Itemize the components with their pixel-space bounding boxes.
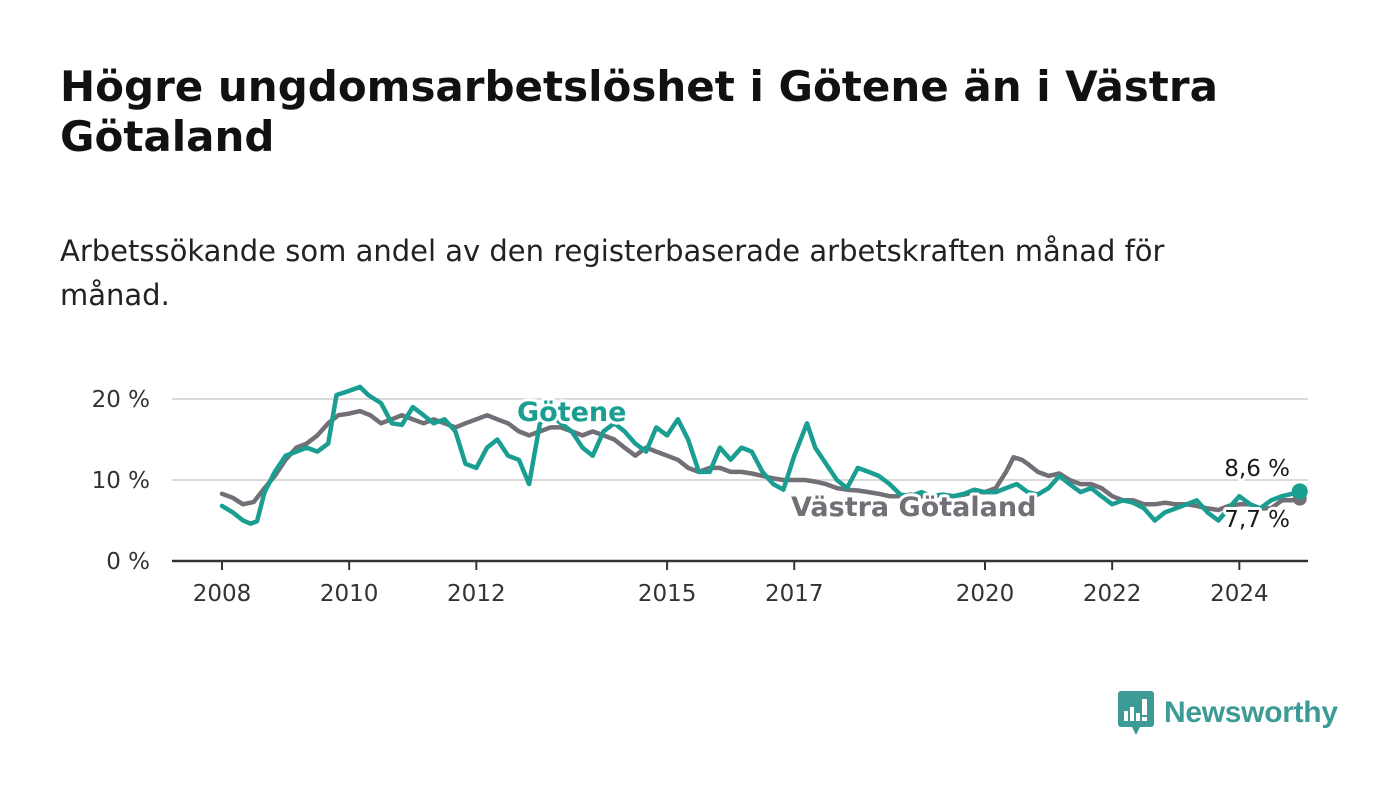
- x-tick-label: 2015: [638, 581, 697, 607]
- x-tick-label: 2022: [1083, 581, 1142, 607]
- y-tick-label: 10 %: [92, 468, 150, 494]
- x-tick-label: 2024: [1210, 581, 1269, 607]
- x-axis: 2008 2010 2012 2015 2017 2020 2022 2024: [172, 559, 1308, 607]
- vastra-gotaland-end-label: 7,7 %: [1224, 507, 1290, 533]
- x-tick-label: 2012: [447, 581, 506, 607]
- vastra-gotaland-series-label: Västra Götaland: [791, 492, 1036, 523]
- gridlines: [172, 398, 1308, 481]
- x-tick-label: 2008: [193, 581, 252, 607]
- gotene-line: [219, 384, 1302, 526]
- series-labels: Götene Västra Götaland 8,6 % 7,7 %: [514, 394, 1293, 536]
- y-tick-label: 0 %: [106, 549, 150, 575]
- y-tick-label: 20 %: [92, 387, 150, 413]
- brand-name: Newsworthy: [1164, 696, 1338, 729]
- gotene-end-label: 8,6 %: [1224, 456, 1290, 482]
- chart-subtitle: Arbetssökande som andel av den registerb…: [60, 234, 1165, 312]
- chart-title: Högre ungdomsarbetslöshet i Götene än i …: [60, 62, 1218, 161]
- newsworthy-logo[interactable]: Newsworthy: [1118, 690, 1338, 736]
- series-lines: [219, 384, 1308, 526]
- y-axis-labels: 0 % 10 % 20 %: [92, 387, 150, 575]
- x-tick-label: 2010: [320, 581, 379, 607]
- x-tick-label: 2017: [765, 581, 824, 607]
- vastra-gotaland-line: [219, 408, 1302, 513]
- gotene-series-label: Götene: [517, 397, 626, 428]
- newsworthy-logo-icon: [1118, 691, 1154, 735]
- gotene-end-point: [1291, 483, 1308, 500]
- x-tick-label: 2020: [956, 581, 1015, 607]
